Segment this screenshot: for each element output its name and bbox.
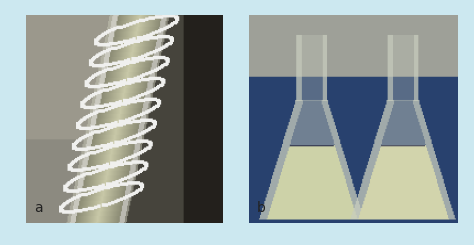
Text: a: a: [34, 201, 43, 215]
Text: b: b: [257, 201, 266, 215]
